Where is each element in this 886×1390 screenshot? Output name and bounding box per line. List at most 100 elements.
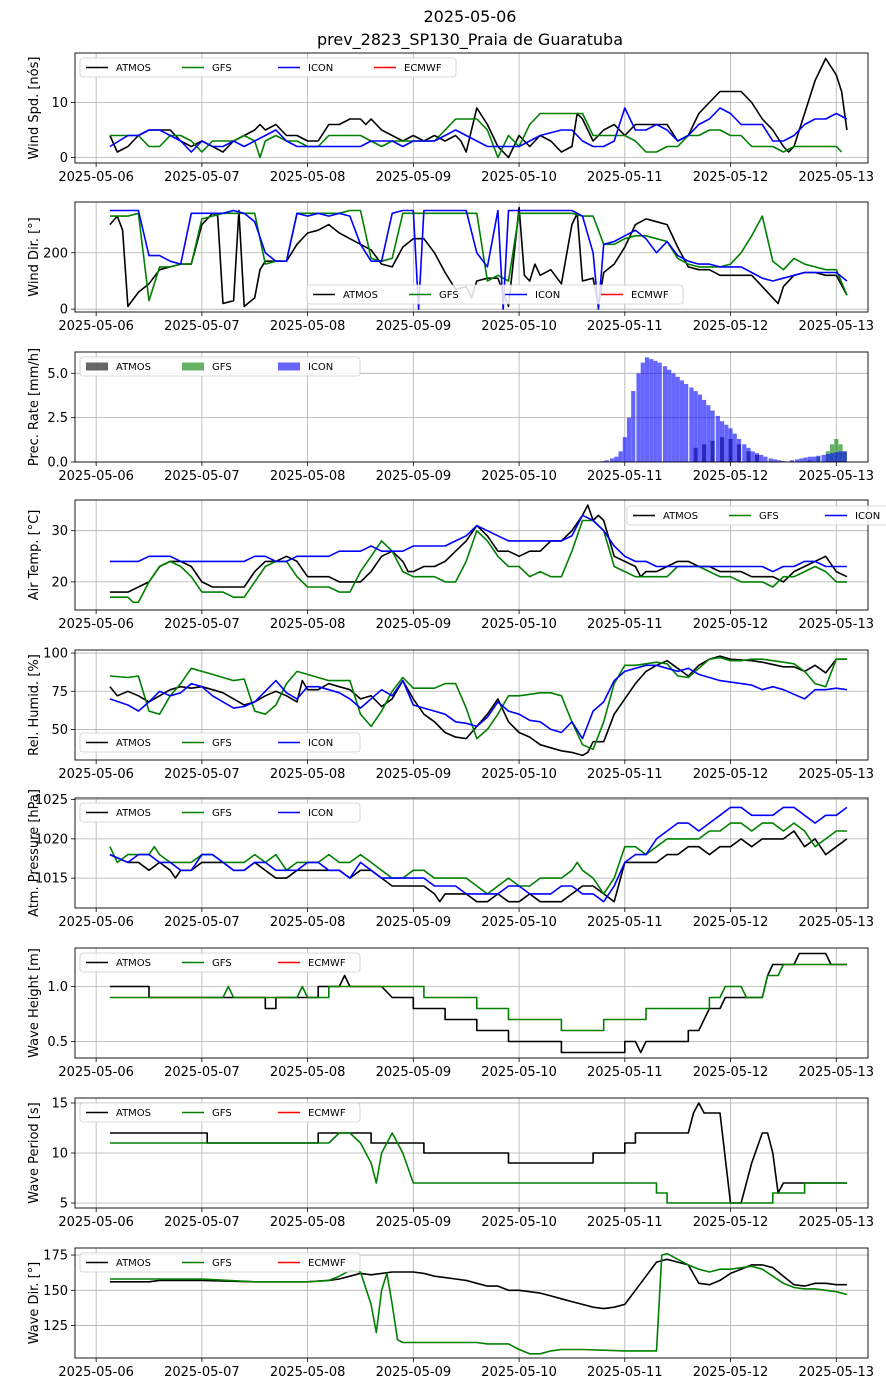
bar-icon [719,421,725,462]
chart-panel-4: 2025-05-06 2025-05-07 2025-05-08 2025-05-09… [27,499,886,632]
legend: ATMOS GFS ECMWF [79,1252,361,1273]
x-tick-label: 2025-05-07 [164,1065,240,1080]
y-tick-label: 125 [43,1319,68,1334]
bar-icon [657,362,662,462]
series-line-gfs [109,822,847,895]
series-line-icon [109,107,848,153]
y-tick-label: 5.0 [47,367,68,382]
x-tick-label: 2025-05-08 [270,1065,346,1080]
bar-icon [799,458,804,462]
y-tick-label: 1025 [35,793,68,808]
x-tick-label: 2025-05-07 [164,170,240,185]
x-tick-label: 2025-05-09 [376,319,452,334]
legend: ATMOS GFS ICON [79,732,361,753]
plot-frame [74,351,869,463]
legend-label-atmos: ATMOS [116,958,151,969]
plot-frame [74,947,869,1059]
bar-icon [610,458,615,462]
legend: ATMOS GFS ICON [79,802,361,823]
legend-label-icon: ICON [308,808,333,819]
legend: ATMOS GFS ICON [79,356,361,377]
series-group [109,504,848,604]
series-line-gfs [109,1132,847,1204]
chart-panel-9: 2025-05-06 2025-05-07 2025-05-08 2025-05-09… [27,1247,874,1380]
x-tick-label: 2025-05-09 [376,1365,452,1380]
x-tick-label: 2025-05-11 [587,915,663,930]
bar-icon [671,373,676,462]
legend-label-ecmwf: ECMWF [308,1258,346,1269]
bar-icon [829,453,835,462]
bar-icon [807,456,812,462]
y-axis-label: Wave Height [m] [27,948,42,1058]
x-tick-label: 2025-05-11 [587,1365,663,1380]
x-tick-label: 2025-05-08 [270,1215,346,1230]
x-tick-label: 2025-05-07 [164,767,240,782]
y-tick-label: 0.0 [47,456,68,471]
x-tick-label: 2025-05-13 [798,1215,874,1230]
bar-icon [715,415,720,462]
x-tick-label: 2025-05-07 [164,1215,240,1230]
bar-icon [750,451,755,462]
x-tick-label: 2025-05-13 [798,1065,874,1080]
legend-label-ecmwf: ECMWF [308,1108,346,1119]
grid [75,798,868,908]
legend-label-gfs: GFS [212,362,232,373]
x-tick-label: 2025-05-06 [58,617,134,632]
bar-icon [614,456,619,462]
bar-icon [710,410,715,462]
legend: ATMOS GFS ICON ECMWF [79,57,457,78]
legend-box [79,732,361,753]
x-tick-label: 2025-05-12 [693,319,769,334]
x-tick-label: 2025-05-07 [164,617,240,632]
y-tick-label: 1020 [35,832,68,847]
bar-icon [811,456,817,462]
legend-label-icon: ICON [855,511,880,522]
x-tick-label: 2025-05-09 [376,767,452,782]
x-tick-label: 2025-05-13 [798,319,874,334]
legend-box [79,802,361,823]
x-tick-label: 2025-05-08 [270,617,346,632]
x-tick-label: 2025-05-06 [58,915,134,930]
chart-panel-2: 2025-05-06 2025-05-07 2025-05-08 2025-05-09… [27,201,874,334]
bar-icon [640,362,645,462]
bar-icon [763,456,768,462]
x-tick-label: 2025-05-13 [798,170,874,185]
y-tick-label: 30 [51,524,68,539]
bar-icon [693,391,698,462]
x-tick-label: 2025-05-11 [587,767,663,782]
bar-icon [777,460,782,462]
legend-label-ecmwf: ECMWF [631,290,669,301]
x-tick-label: 2025-05-13 [798,1365,874,1380]
x-tick-label: 2025-05-07 [164,469,240,484]
x-tick-label: 2025-05-12 [693,1215,769,1230]
legend-box [79,356,361,377]
plot-frame [74,499,869,611]
series-group [109,806,848,903]
series-line-icon [109,806,848,903]
legend-label-atmos: ATMOS [116,1108,151,1119]
series-group [109,57,848,159]
y-tick-label: 1.0 [47,980,68,995]
x-tick-label: 2025-05-11 [587,1065,663,1080]
y-axis-label: Air Temp. [°C] [27,510,42,601]
y-tick-label: 75 [51,685,68,700]
x-tick-label: 2025-05-08 [270,915,346,930]
legend-label-gfs: GFS [212,63,232,74]
x-tick-label: 2025-05-07 [164,319,240,334]
x-tick-label: 2025-05-10 [481,915,557,930]
legend-label-atmos: ATMOS [116,362,151,373]
bar-icon [689,387,694,462]
legend: ATMOS GFS ECMWF [79,1102,361,1123]
y-tick-label: 175 [43,1249,68,1264]
x-tick-label: 2025-05-08 [270,319,346,334]
legend-box [79,57,457,78]
x-tick-label: 2025-05-12 [693,767,769,782]
x-tick-label: 2025-05-07 [164,915,240,930]
plot-frame [74,1097,869,1209]
chart-panel-6: 2025-05-06 2025-05-07 2025-05-08 2025-05-09… [27,789,874,930]
bar-icon [662,366,668,462]
legend-label-atmos: ATMOS [116,808,151,819]
x-tick-label: 2025-05-13 [798,617,874,632]
bar-icon [821,454,826,462]
y-tick-label: 2.5 [47,411,68,426]
